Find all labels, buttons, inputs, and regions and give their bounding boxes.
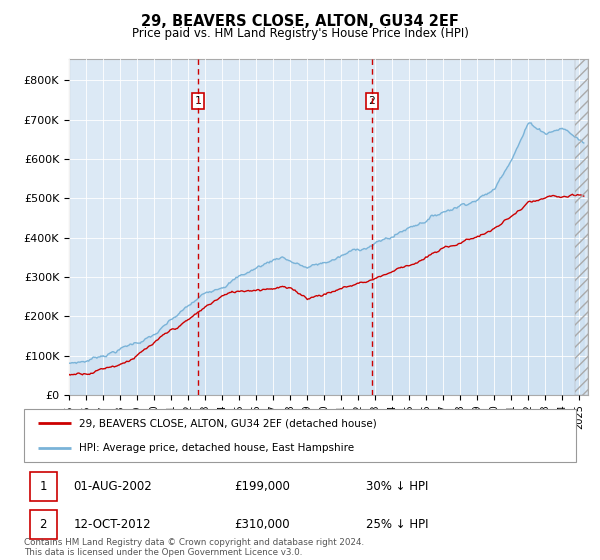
FancyBboxPatch shape (29, 510, 57, 539)
Text: Price paid vs. HM Land Registry's House Price Index (HPI): Price paid vs. HM Land Registry's House … (131, 27, 469, 40)
Text: £310,000: £310,000 (234, 518, 289, 531)
FancyBboxPatch shape (24, 409, 576, 462)
Text: 1: 1 (40, 480, 47, 493)
Text: £199,000: £199,000 (234, 480, 290, 493)
Text: 2: 2 (368, 96, 375, 106)
FancyBboxPatch shape (29, 472, 57, 501)
Text: 1: 1 (194, 96, 202, 106)
Text: 30% ↓ HPI: 30% ↓ HPI (366, 480, 428, 493)
Text: 29, BEAVERS CLOSE, ALTON, GU34 2EF (detached house): 29, BEAVERS CLOSE, ALTON, GU34 2EF (deta… (79, 418, 377, 428)
Text: Contains HM Land Registry data © Crown copyright and database right 2024.
This d: Contains HM Land Registry data © Crown c… (24, 538, 364, 557)
Text: 2: 2 (40, 518, 47, 531)
Text: 12-OCT-2012: 12-OCT-2012 (74, 518, 151, 531)
Text: 29, BEAVERS CLOSE, ALTON, GU34 2EF: 29, BEAVERS CLOSE, ALTON, GU34 2EF (141, 14, 459, 29)
Text: HPI: Average price, detached house, East Hampshire: HPI: Average price, detached house, East… (79, 442, 355, 452)
Text: 01-AUG-2002: 01-AUG-2002 (74, 480, 152, 493)
Text: 25% ↓ HPI: 25% ↓ HPI (366, 518, 429, 531)
